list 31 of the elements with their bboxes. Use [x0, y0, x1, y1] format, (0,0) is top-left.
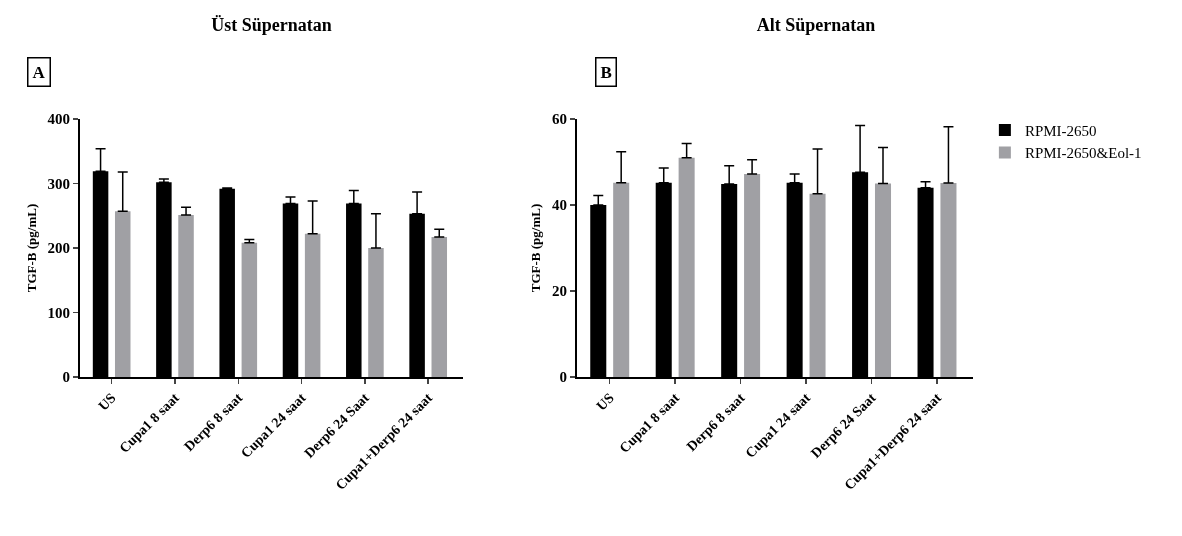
- bar: [613, 182, 630, 377]
- chart-title: Alt Süpernatan: [756, 15, 876, 36]
- legend-label: RPMI-2650: [1024, 122, 1097, 139]
- bar: [304, 233, 321, 377]
- bar: [178, 215, 194, 377]
- y-tick-label: 300: [47, 175, 70, 192]
- y-tick-label: 0: [559, 369, 567, 386]
- bar: [744, 174, 761, 377]
- x-tick-label: US: [593, 390, 617, 414]
- y-tick-label: 400: [47, 111, 70, 128]
- y-tick-label: 40: [552, 197, 567, 214]
- bar: [241, 242, 258, 377]
- bar: [431, 237, 448, 377]
- y-tick-label: 0: [62, 369, 70, 386]
- bar: [114, 211, 131, 377]
- y-axis-title: TGF-B (pg/mL): [528, 203, 544, 293]
- y-tick-label: 100: [47, 304, 70, 321]
- text: B: [600, 62, 612, 82]
- y-tick-label: 20: [552, 283, 567, 300]
- legend-label: RPMI-2650&Eol-1: [1024, 145, 1142, 162]
- bar: [809, 193, 826, 377]
- y-tick-label: 200: [47, 240, 70, 257]
- bar: [940, 183, 957, 377]
- x-tick-label: US: [95, 390, 119, 414]
- y-tick-label: 60: [552, 111, 567, 128]
- bar: [678, 157, 695, 377]
- chart-title: Üst Süpernatan: [211, 15, 332, 36]
- text: A: [32, 62, 46, 82]
- bar: [874, 183, 892, 377]
- bar: [368, 248, 384, 377]
- y-axis-title: TGF-B (pg/mL): [23, 203, 39, 293]
